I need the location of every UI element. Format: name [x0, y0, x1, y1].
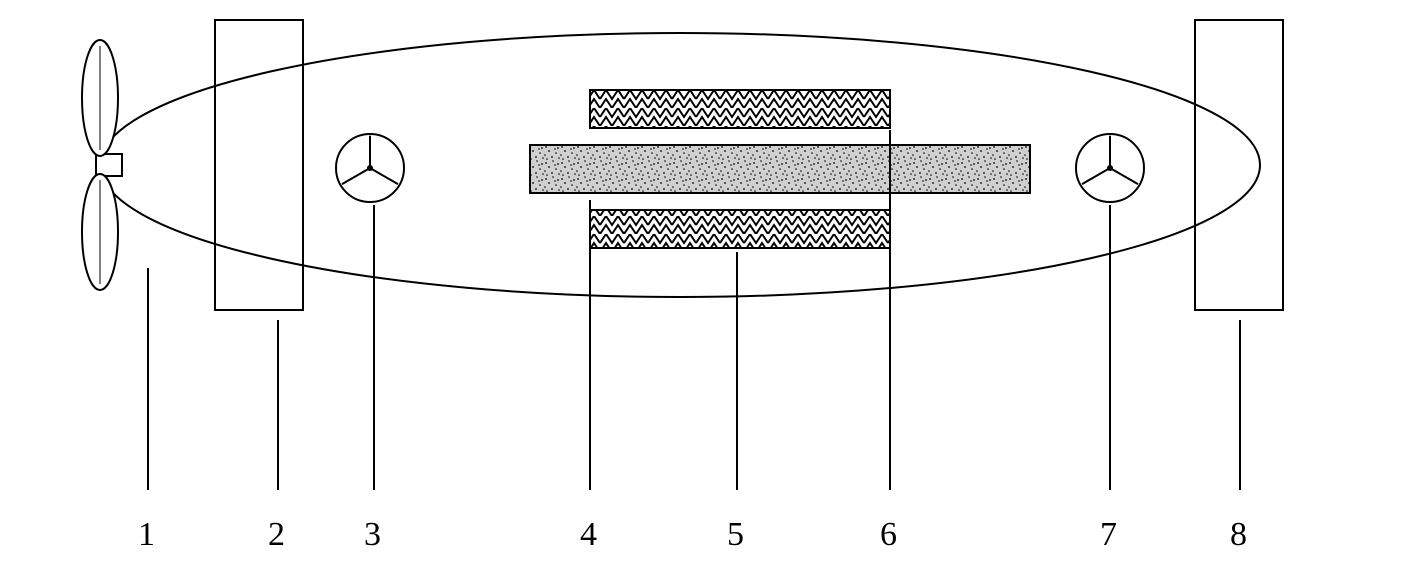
top-hatched-block [590, 90, 890, 128]
nose-propeller [82, 40, 122, 290]
label-4: 4 [580, 516, 597, 553]
inner-fan-right [1076, 134, 1144, 202]
label-7: 7 [1100, 516, 1117, 553]
callout-labels: 1 2 3 4 5 6 7 8 [138, 516, 1247, 553]
diagram-canvas: 1 2 3 4 5 6 7 8 [0, 0, 1428, 583]
label-5: 5 [727, 516, 744, 553]
inner-fan-left [336, 134, 404, 202]
label-1: 1 [138, 516, 155, 553]
label-6: 6 [880, 516, 897, 553]
label-2: 2 [268, 516, 285, 553]
label-8: 8 [1230, 516, 1247, 553]
center-speckled-block [530, 145, 1030, 193]
label-3: 3 [364, 516, 381, 553]
bottom-hatched-block [590, 210, 890, 248]
